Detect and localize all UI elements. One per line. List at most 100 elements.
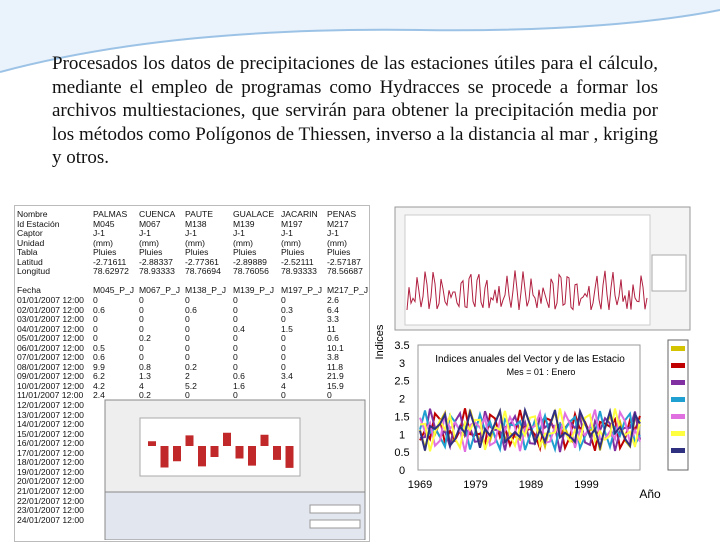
cell: 11 <box>327 323 336 334</box>
cell: 0 <box>93 294 98 305</box>
legend-swatch <box>671 346 685 351</box>
cell: J-1 <box>185 228 197 239</box>
cell: 01/01/2007 12:00 <box>17 294 84 305</box>
cell: -2.52111 <box>281 256 314 267</box>
cell: 5.2 <box>185 380 197 391</box>
cell: Unidad <box>17 237 45 248</box>
cell: -2.89889 <box>233 256 267 267</box>
cell: 11.8 <box>327 361 344 372</box>
cell: (mm) <box>139 237 160 248</box>
x-tick-label: 1989 <box>519 479 543 491</box>
cell: 0.5 <box>93 342 105 353</box>
cell: M138 <box>185 218 207 229</box>
cell: 0 <box>233 390 238 401</box>
wave-line <box>0 9 720 73</box>
cell: 0 <box>327 390 332 401</box>
cell: 24/01/2007 12:00 <box>17 514 84 525</box>
chart-subtitle: Mes = 01 : Enero <box>507 367 576 377</box>
cell: 4.2 <box>93 380 105 391</box>
cell: 0 <box>281 314 286 325</box>
cell: 0 <box>233 333 238 344</box>
cell: 78.76056 <box>233 266 269 277</box>
cell: Pluies <box>233 247 257 258</box>
legend-swatch <box>671 397 685 402</box>
cell: 0.6 <box>327 333 339 344</box>
cell: 0.4 <box>233 323 245 334</box>
cell: 09/01/2007 12:00 <box>17 371 84 382</box>
cell: 0 <box>233 352 238 363</box>
cell: JACARIN <box>281 209 318 219</box>
legend-swatch <box>671 380 685 385</box>
cell: 0.3 <box>281 304 293 315</box>
cell: 0 <box>185 294 190 305</box>
cell: PENAS <box>327 209 357 219</box>
cell: 78.93333 <box>139 266 175 277</box>
cell: Pluies <box>93 247 117 258</box>
cell: 05/01/2007 12:00 <box>17 333 84 344</box>
x-tick-label: 1969 <box>408 479 432 491</box>
cell: (mm) <box>233 237 254 248</box>
cell: M197_P_J <box>281 285 323 296</box>
decorative-traces <box>419 346 685 454</box>
legend-swatch <box>671 363 685 368</box>
y-tick-label: 2.5 <box>394 376 409 388</box>
dialog-field <box>309 504 361 514</box>
cell: 3.8 <box>327 352 339 363</box>
trace <box>419 406 641 452</box>
x-tick-label: 1999 <box>574 479 598 491</box>
cell: -2.88337 <box>139 256 173 267</box>
indices-plot <box>417 344 641 471</box>
cell: 03/01/2007 12:00 <box>17 314 84 325</box>
cell: 0.2 <box>139 333 151 344</box>
cell: (mm) <box>281 237 302 248</box>
dialog-image <box>104 491 366 540</box>
cell: 08/01/2007 12:00 <box>17 361 84 372</box>
cell: 16/01/2007 12:00 <box>17 438 84 449</box>
cell: 20/01/2007 12:00 <box>17 476 84 487</box>
indices-legend <box>667 339 689 471</box>
cell: 21/01/2007 12:00 <box>17 485 84 496</box>
cell: 11/01/2007 12:00 <box>17 390 84 401</box>
cell: M067_P_J <box>139 285 181 296</box>
cell: 18/01/2007 12:00 <box>17 457 84 468</box>
cell: 0 <box>93 333 98 344</box>
legend-swatch <box>671 448 685 453</box>
cell: 0.2 <box>185 361 197 372</box>
cell: 0 <box>93 323 98 334</box>
cell: Nombre <box>17 209 48 219</box>
cell: 0 <box>233 304 238 315</box>
cell: 0 <box>233 314 238 325</box>
cell: Longitud <box>17 266 50 277</box>
chart-title: Indices anuales del Vector y de las Esta… <box>435 354 625 365</box>
cell: J-1 <box>281 228 293 239</box>
cell: 10.1 <box>327 342 344 353</box>
cell: 12/01/2007 12:00 <box>17 400 84 410</box>
bar-chart-bars <box>148 432 294 468</box>
cell: 0 <box>139 314 144 325</box>
cell: 0 <box>93 314 98 325</box>
cell: Fecha <box>17 285 41 296</box>
cell: M067 <box>139 218 161 229</box>
cell: 0 <box>185 342 190 353</box>
cell: 04/01/2007 12:00 <box>17 323 84 334</box>
cell: 0.6 <box>233 371 245 382</box>
cell: 0 <box>139 352 144 363</box>
cell: 6.2 <box>93 371 105 382</box>
cell: 0.2 <box>139 390 151 401</box>
cell: 0 <box>185 333 190 344</box>
cell: J-1 <box>233 228 245 239</box>
cell: Id Estación <box>17 218 60 229</box>
cell: CUENCA <box>139 209 176 219</box>
cell: 0 <box>233 294 238 305</box>
y-tick-label: 3.5 <box>394 340 409 352</box>
cell: 0 <box>139 304 144 315</box>
cell: 14/01/2007 12:00 <box>17 419 84 430</box>
cell: M045_P_J <box>93 285 135 296</box>
cell: Pluies <box>139 247 163 258</box>
dialog-field <box>309 519 361 529</box>
cell: 0 <box>139 342 144 353</box>
wave <box>0 0 720 72</box>
cell: 4 <box>281 380 286 391</box>
